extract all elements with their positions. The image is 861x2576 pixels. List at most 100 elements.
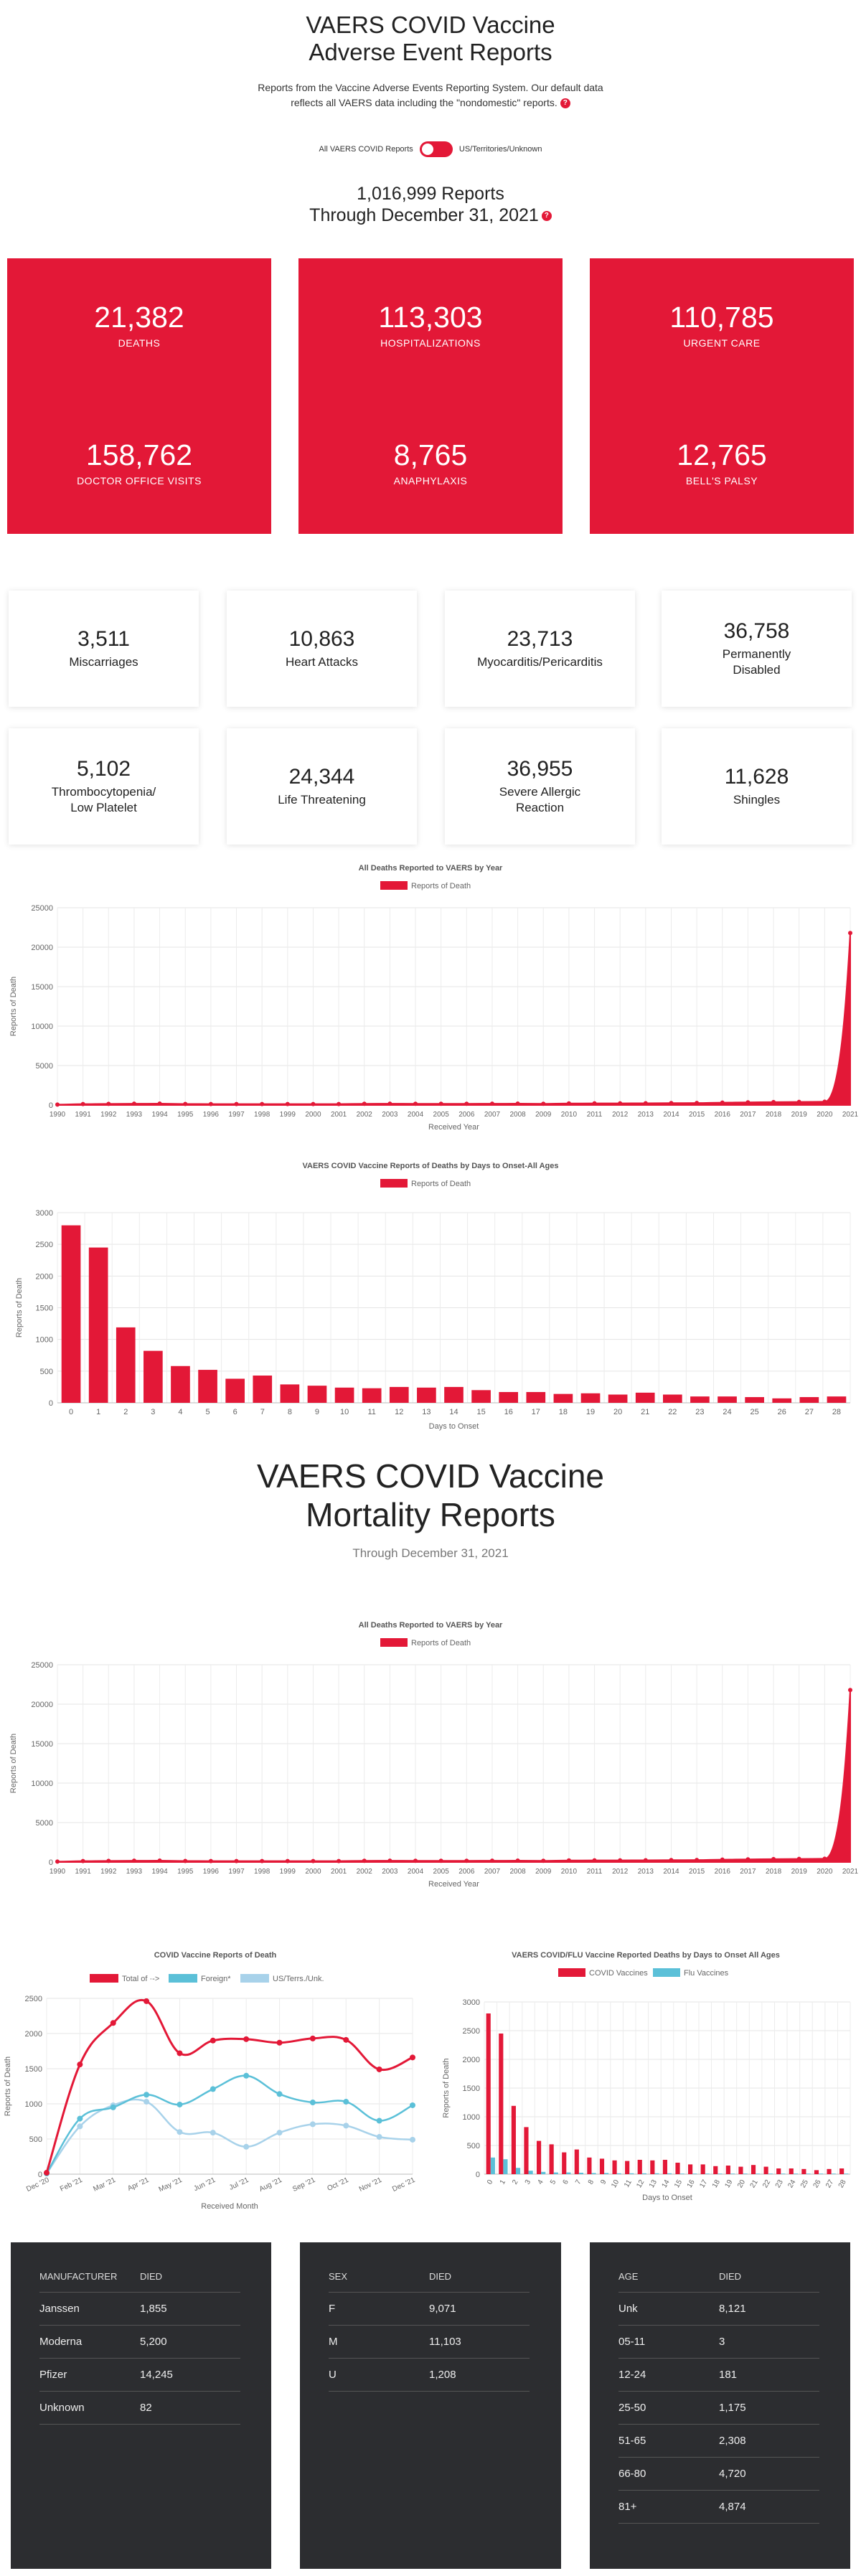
bar-covid[interactable]: [549, 2144, 554, 2174]
data-point[interactable]: [144, 1998, 150, 2004]
data-point[interactable]: [260, 1101, 265, 1106]
bar-covid[interactable]: [574, 2149, 579, 2174]
data-point[interactable]: [157, 1101, 162, 1106]
bar-covid[interactable]: [511, 2105, 516, 2174]
bar-flu[interactable]: [604, 2173, 609, 2174]
bar-flu[interactable]: [844, 2173, 849, 2174]
data-point[interactable]: [55, 1102, 60, 1107]
data-point[interactable]: [44, 2170, 50, 2176]
data-point[interactable]: [489, 1101, 494, 1106]
bar-covid[interactable]: [198, 1370, 217, 1403]
bar-covid[interactable]: [763, 2166, 768, 2174]
data-point[interactable]: [410, 2054, 415, 2061]
bar-covid[interactable]: [650, 2160, 655, 2174]
data-point[interactable]: [311, 1101, 316, 1106]
data-point[interactable]: [822, 1856, 827, 1861]
data-point[interactable]: [309, 2035, 316, 2041]
data-point[interactable]: [541, 1858, 546, 1863]
data-point[interactable]: [157, 1858, 162, 1863]
bar-flu[interactable]: [692, 2173, 697, 2174]
bar-covid[interactable]: [334, 1387, 354, 1403]
data-point[interactable]: [55, 1859, 60, 1864]
data-point[interactable]: [592, 1858, 597, 1863]
bar-covid[interactable]: [827, 2168, 832, 2174]
bar-covid[interactable]: [599, 2158, 605, 2174]
bar-covid[interactable]: [799, 1397, 819, 1403]
data-point[interactable]: [669, 1858, 674, 1863]
data-point[interactable]: [234, 1101, 239, 1106]
help-icon[interactable]: ?: [560, 98, 570, 109]
bar-flu[interactable]: [781, 2173, 786, 2174]
bar-covid[interactable]: [389, 1386, 409, 1403]
data-point[interactable]: [515, 1101, 520, 1106]
bar-covid[interactable]: [713, 2166, 718, 2174]
bar-covid[interactable]: [738, 2166, 743, 2174]
data-point[interactable]: [243, 2036, 250, 2042]
bar-covid[interactable]: [662, 1394, 682, 1403]
data-point[interactable]: [720, 1100, 725, 1105]
bar-flu[interactable]: [793, 2173, 799, 2174]
data-point[interactable]: [771, 1856, 776, 1861]
data-point[interactable]: [720, 1857, 725, 1862]
data-point[interactable]: [566, 1858, 571, 1863]
bar-covid[interactable]: [116, 1327, 136, 1403]
bar-flu[interactable]: [641, 2173, 646, 2174]
data-point[interactable]: [796, 1856, 801, 1861]
data-point[interactable]: [669, 1101, 674, 1106]
data-point[interactable]: [745, 1857, 751, 1862]
data-point[interactable]: [618, 1101, 623, 1106]
bar-covid[interactable]: [688, 2164, 693, 2174]
data-point[interactable]: [848, 1688, 852, 1693]
bar-covid[interactable]: [635, 1392, 655, 1403]
data-point[interactable]: [110, 2020, 116, 2026]
data-point[interactable]: [131, 1858, 136, 1863]
data-point[interactable]: [410, 2136, 415, 2143]
data-point[interactable]: [210, 2130, 216, 2136]
data-point[interactable]: [387, 1101, 392, 1106]
data-point[interactable]: [464, 1101, 469, 1106]
data-point[interactable]: [285, 1858, 290, 1863]
data-point[interactable]: [80, 1858, 85, 1863]
data-point[interactable]: [285, 1101, 290, 1106]
data-point[interactable]: [695, 1858, 700, 1863]
bar-flu[interactable]: [819, 2173, 824, 2174]
data-point[interactable]: [438, 1858, 443, 1863]
data-point[interactable]: [337, 1101, 342, 1106]
data-point[interactable]: [376, 2134, 382, 2140]
bar-flu[interactable]: [578, 2173, 584, 2174]
data-point[interactable]: [77, 2062, 83, 2068]
data-point[interactable]: [343, 2099, 349, 2105]
bar-covid[interactable]: [524, 2127, 529, 2174]
bar-covid[interactable]: [88, 1247, 108, 1403]
data-point[interactable]: [177, 2129, 183, 2135]
bar-covid[interactable]: [608, 1394, 628, 1403]
bar-covid[interactable]: [499, 1391, 519, 1403]
bar-flu[interactable]: [629, 2173, 634, 2174]
bar-covid[interactable]: [827, 1396, 847, 1403]
data-point[interactable]: [309, 2121, 316, 2128]
data-point[interactable]: [376, 2066, 382, 2072]
data-point[interactable]: [106, 1858, 111, 1863]
bar-flu[interactable]: [743, 2173, 748, 2174]
bar-covid[interactable]: [612, 2160, 617, 2174]
bar-covid[interactable]: [637, 2160, 642, 2174]
data-point[interactable]: [413, 1858, 418, 1863]
data-point[interactable]: [77, 2123, 83, 2130]
help-icon[interactable]: ?: [541, 211, 552, 222]
data-point[interactable]: [276, 2039, 283, 2046]
data-point[interactable]: [77, 2115, 83, 2122]
data-point[interactable]: [144, 2099, 150, 2105]
data-point[interactable]: [848, 931, 852, 936]
data-point[interactable]: [210, 2037, 216, 2044]
data-point[interactable]: [566, 1101, 571, 1106]
bar-flu[interactable]: [566, 2172, 571, 2174]
bar-covid[interactable]: [625, 2161, 630, 2174]
data-point[interactable]: [541, 1101, 546, 1106]
data-point[interactable]: [106, 1101, 111, 1106]
bar-covid[interactable]: [839, 2168, 844, 2174]
bar-covid[interactable]: [526, 1391, 546, 1403]
data-point[interactable]: [208, 1101, 213, 1106]
data-point[interactable]: [618, 1858, 623, 1863]
data-point[interactable]: [276, 2091, 283, 2097]
bar-covid[interactable]: [486, 2013, 491, 2174]
